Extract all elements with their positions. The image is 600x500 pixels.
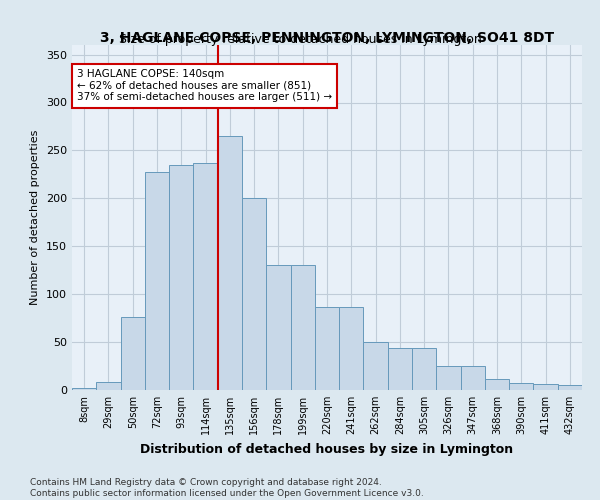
- Bar: [485, 380, 509, 390]
- Bar: [242, 198, 266, 390]
- Bar: [315, 306, 339, 390]
- Bar: [558, 385, 582, 390]
- Bar: [388, 348, 412, 390]
- Bar: [290, 266, 315, 390]
- Bar: [145, 172, 169, 390]
- Bar: [218, 136, 242, 390]
- Y-axis label: Number of detached properties: Number of detached properties: [31, 130, 40, 305]
- Title: 3, HAGLANE COPSE, PENNINGTON, LYMINGTON, SO41 8DT: 3, HAGLANE COPSE, PENNINGTON, LYMINGTON,…: [100, 31, 554, 45]
- Bar: [339, 306, 364, 390]
- Bar: [266, 266, 290, 390]
- Text: Size of property relative to detached houses in Lymington: Size of property relative to detached ho…: [119, 32, 481, 46]
- Bar: [169, 165, 193, 390]
- Bar: [364, 342, 388, 390]
- Text: 3 HAGLANE COPSE: 140sqm
← 62% of detached houses are smaller (851)
37% of semi-d: 3 HAGLANE COPSE: 140sqm ← 62% of detache…: [77, 70, 332, 102]
- Bar: [509, 384, 533, 390]
- Bar: [461, 366, 485, 390]
- Bar: [533, 384, 558, 390]
- Bar: [96, 382, 121, 390]
- Bar: [121, 317, 145, 390]
- Bar: [436, 366, 461, 390]
- Text: Contains HM Land Registry data © Crown copyright and database right 2024.
Contai: Contains HM Land Registry data © Crown c…: [30, 478, 424, 498]
- Bar: [193, 163, 218, 390]
- X-axis label: Distribution of detached houses by size in Lymington: Distribution of detached houses by size …: [140, 442, 514, 456]
- Bar: [412, 348, 436, 390]
- Bar: [72, 388, 96, 390]
